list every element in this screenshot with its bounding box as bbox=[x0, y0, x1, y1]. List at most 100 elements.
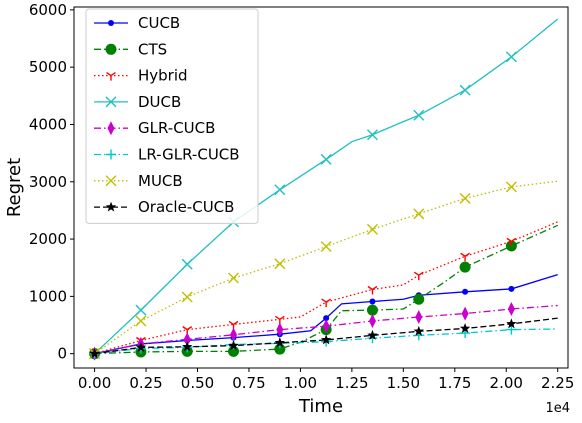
legend-item-glr-cucb: GLR-CUCB bbox=[94, 119, 215, 137]
x-tick-label: 1.50 bbox=[387, 374, 420, 392]
data-point-mucb bbox=[181, 291, 193, 303]
x-tick-label: 2.00 bbox=[490, 374, 523, 392]
x-tick-label: 1.00 bbox=[284, 374, 317, 392]
data-point-glr-cucb bbox=[461, 306, 469, 321]
legend-marker-glr-cucb bbox=[107, 121, 115, 136]
x-tick-label: 0.75 bbox=[232, 374, 265, 392]
y-tick-label: 2000 bbox=[29, 230, 67, 248]
data-point-mucb bbox=[320, 241, 332, 253]
data-point-ducb bbox=[366, 129, 378, 141]
data-point-mucb bbox=[274, 258, 286, 270]
x-tick-label: 0.00 bbox=[78, 374, 111, 392]
data-point-ducb bbox=[413, 109, 425, 121]
x-tick-label: 0.50 bbox=[181, 374, 214, 392]
data-point-ducb bbox=[135, 304, 147, 316]
data-point-glr-cucb bbox=[276, 322, 284, 337]
plot-area bbox=[89, 18, 559, 361]
legend-marker-cucb bbox=[108, 20, 114, 26]
data-point-mucb bbox=[413, 208, 425, 220]
legend-marker-mucb bbox=[105, 175, 117, 187]
data-point-oracle-cucb bbox=[274, 337, 286, 348]
legend-label: GLR-CUCB bbox=[138, 119, 215, 137]
legend-marker-lr-glr-cucb bbox=[106, 149, 116, 160]
y-tick-label: 5000 bbox=[29, 58, 67, 76]
data-point-hybrid bbox=[460, 252, 470, 262]
data-point-glr-cucb bbox=[415, 310, 423, 325]
legend-label: Hybrid bbox=[138, 67, 188, 85]
x-tick-label: 2.25 bbox=[541, 374, 574, 392]
y-tick-label: 0 bbox=[57, 345, 67, 363]
data-point-ducb bbox=[505, 51, 517, 63]
data-point-hybrid bbox=[367, 285, 378, 295]
data-point-mucb bbox=[135, 315, 147, 327]
data-point-glr-cucb bbox=[507, 301, 515, 316]
legend-item-cucb: CUCB bbox=[94, 14, 180, 32]
legend-item-ducb: DUCB bbox=[94, 93, 181, 111]
y-tick-label: 3000 bbox=[29, 173, 67, 191]
data-point-ducb bbox=[459, 84, 471, 96]
x-tick-label: 1.25 bbox=[335, 374, 368, 392]
data-point-hybrid bbox=[506, 237, 517, 247]
y-tick-label: 6000 bbox=[29, 1, 67, 19]
data-point-oracle-cucb bbox=[506, 318, 517, 329]
legend-label: CTS bbox=[138, 40, 167, 58]
legend-item-hybrid: Hybrid bbox=[94, 67, 188, 85]
data-point-cucb bbox=[508, 285, 515, 292]
data-point-mucb bbox=[459, 192, 471, 204]
legend-label: DUCB bbox=[138, 93, 181, 111]
data-point-ducb bbox=[181, 258, 193, 270]
data-point-oracle-cucb bbox=[459, 322, 471, 333]
legend-marker-oracle-cucb bbox=[105, 201, 117, 212]
x-tick-label: 1.75 bbox=[438, 374, 471, 392]
legend-marker-ducb bbox=[105, 96, 117, 108]
data-point-cucb bbox=[462, 288, 469, 295]
data-point-glr-cucb bbox=[230, 327, 238, 342]
legend-item-cts: CTS bbox=[94, 40, 167, 58]
data-point-cts bbox=[459, 261, 471, 273]
data-point-ducb bbox=[320, 153, 332, 165]
plot-frame bbox=[73, 6, 569, 369]
x-tick-label: 0.25 bbox=[129, 374, 162, 392]
data-point-oracle-cucb bbox=[413, 325, 424, 336]
data-point-oracle-cucb bbox=[89, 348, 100, 359]
axes-ticks: 0.00 0.25 0.50 0.75 1.00 1.25 1.50 1.75 2.00 2.25… bbox=[29, 1, 575, 392]
series-line-oracle-cucb bbox=[94, 317, 558, 355]
data-point-glr-cucb bbox=[183, 332, 191, 347]
x-axis-label: Time bbox=[298, 396, 343, 417]
series-group bbox=[89, 18, 559, 361]
legend-marker-cts bbox=[105, 43, 117, 55]
x-axis-offset-label: 1e4 bbox=[545, 401, 570, 416]
legend-marker-hybrid bbox=[106, 72, 116, 81]
legend-box bbox=[85, 8, 259, 224]
legend-label: MUCB bbox=[138, 172, 183, 190]
legend-label: CUCB bbox=[138, 14, 180, 32]
y-tick-label: 1000 bbox=[29, 287, 67, 305]
data-point-mucb bbox=[505, 181, 517, 193]
data-point-oracle-cucb bbox=[320, 334, 332, 345]
data-point-cts bbox=[413, 293, 425, 305]
data-point-oracle-cucb bbox=[181, 341, 193, 352]
data-point-oracle-cucb bbox=[135, 341, 147, 352]
series-line-cucb bbox=[94, 273, 558, 355]
data-point-mucb bbox=[228, 272, 240, 284]
data-point-lr-glr-cucb bbox=[506, 324, 517, 335]
y-tick-label: 4000 bbox=[29, 115, 67, 133]
data-point-cucb bbox=[323, 315, 330, 322]
legend-item-lr-glr-cucb: LR-GLR-CUCB bbox=[94, 146, 240, 164]
legend-label: Oracle-CUCB bbox=[138, 198, 234, 216]
data-point-hybrid bbox=[413, 271, 424, 281]
legend-label: LR-GLR-CUCB bbox=[138, 146, 240, 164]
data-point-ducb bbox=[274, 184, 286, 196]
data-point-hybrid bbox=[321, 298, 332, 308]
data-point-oracle-cucb bbox=[367, 329, 378, 340]
series-line-cts bbox=[94, 224, 558, 355]
data-point-cts bbox=[366, 304, 378, 316]
data-point-oracle-cucb bbox=[228, 340, 239, 351]
data-point-glr-cucb bbox=[322, 319, 330, 334]
y-axis-label: Regret bbox=[4, 158, 25, 217]
data-point-mucb bbox=[366, 223, 378, 235]
data-point-cucb bbox=[369, 298, 376, 305]
legend: CUCB CTS Hybrid DUCB GLR-CUCB LR-GLR-CUCB MUCB… bbox=[85, 8, 259, 224]
data-point-glr-cucb bbox=[368, 314, 376, 329]
